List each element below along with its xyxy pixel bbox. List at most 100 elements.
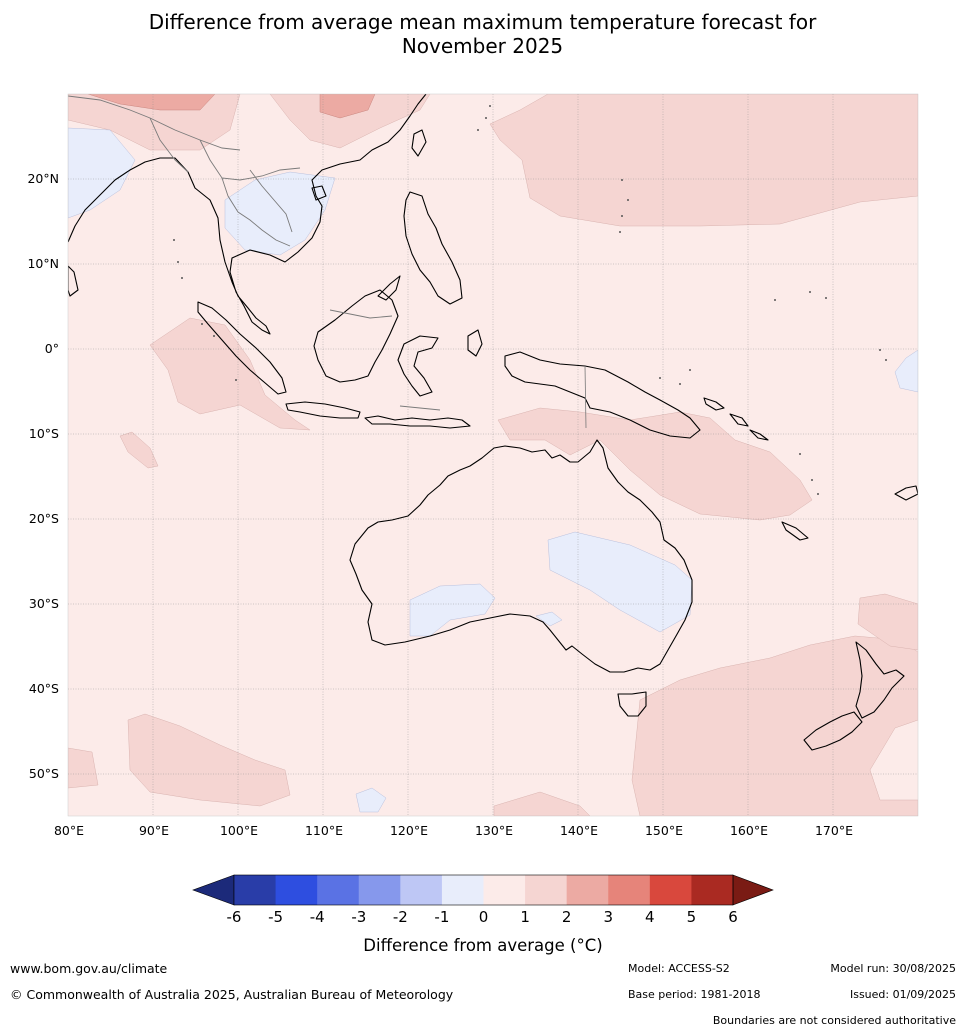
country-borders	[68, 95, 441, 411]
lat-label: 30°S	[29, 596, 59, 611]
lon-label: 120°E	[390, 823, 428, 838]
colorbar-tick: 4	[645, 908, 655, 926]
anomaly-region-bight-cool	[535, 611, 563, 627]
solomon-islands-coastline	[703, 397, 769, 441]
anomaly-region-pacific-cool	[894, 349, 918, 393]
colorbar-swatch	[566, 875, 609, 905]
website-text: www.bom.gov.au/climate	[10, 961, 168, 976]
anomaly-region-arafura-coral	[497, 407, 813, 521]
colorbar-tick: -4	[310, 908, 325, 926]
anomaly-region-himalaya-strong	[87, 94, 216, 111]
fiji-coastline	[894, 485, 918, 501]
png-border	[584, 365, 587, 429]
sri-lanka-coastline	[68, 265, 79, 297]
sumatra-coastline	[197, 301, 287, 395]
colorbar-swatch	[483, 875, 526, 905]
anomaly-region-east-australia-cool	[547, 531, 693, 633]
colorbar-tick: -2	[393, 908, 408, 926]
colorbar-frame	[233, 874, 734, 906]
hainan-coastline	[311, 185, 327, 201]
lon-label: 160°E	[730, 823, 768, 838]
anomaly-region-southwest-australia-cool	[409, 583, 496, 637]
anomaly-region-tasman	[631, 635, 918, 816]
coastlines	[68, 94, 918, 751]
lon-label: 150°E	[645, 823, 683, 838]
anomaly-region-far-west	[68, 747, 99, 789]
map-title: Difference from average mean maximum tem…	[0, 10, 965, 58]
sulawesi-coastline	[397, 335, 439, 397]
tasmania-coastline	[617, 691, 647, 717]
copyright-text: © Commonwealth of Australia 2025, Austra…	[10, 987, 454, 1002]
colorbar-swatch	[275, 875, 318, 905]
lon-label: 130°E	[475, 823, 513, 838]
colorbar-tick: 6	[728, 908, 738, 926]
anomaly-region-east-china-strong	[319, 94, 376, 119]
anomaly-region-southern-cool	[355, 787, 387, 813]
lon-label: 80°E	[54, 823, 84, 838]
colorbar-swatch	[649, 875, 692, 905]
model-run-text: Model run: 30/08/2025	[830, 962, 956, 975]
philippines-coastline	[403, 191, 463, 305]
borneo-coastline	[313, 289, 399, 383]
lat-label: 10°N	[27, 256, 59, 271]
anomaly-shading	[68, 94, 918, 816]
disclaimer-text: Boundaries are not considered authoritat…	[712, 1014, 956, 1027]
lon-label: 170°E	[815, 823, 853, 838]
colorbar-tick: 0	[479, 908, 489, 926]
colorbar-swatch	[317, 875, 360, 905]
lon-label: 140°E	[560, 823, 598, 838]
java-coastline	[285, 401, 361, 419]
lesser-sunda-coastline	[364, 415, 471, 429]
new-guinea-coastline	[504, 351, 701, 439]
anomaly-region-indochina-cool	[224, 171, 336, 256]
new-zealand-north-island-coastline	[855, 641, 905, 719]
new-caledonia-coastline	[781, 521, 809, 541]
colorbar-swatch	[441, 875, 484, 905]
colorbar-under-triangle	[192, 874, 235, 906]
colorbar-tick: 1	[520, 908, 530, 926]
lat-label: 10°S	[29, 426, 59, 441]
map-frame	[67, 93, 919, 817]
anomaly-region-north-pacific	[489, 94, 918, 227]
colorbar-swatch	[691, 875, 734, 905]
colorbar-tick: -1	[434, 908, 449, 926]
title-line-1: Difference from average mean maximum tem…	[148, 10, 817, 34]
anomaly-region-southern-ocean-west	[127, 713, 291, 807]
halmahera-coastline	[467, 329, 483, 357]
anomaly-region-southern-ocean-mid	[493, 791, 591, 816]
lat-label: 50°S	[29, 766, 59, 781]
palawan-coastline	[377, 275, 401, 301]
colorbar-tick: 2	[562, 908, 572, 926]
latitude-labels: 20°N 10°N 0° 10°S 20°S 30°S 40°S 50°S	[27, 171, 59, 781]
colorbar-over-triangle	[732, 874, 774, 906]
lat-label: 40°S	[29, 681, 59, 696]
colorbar-tick: 5	[687, 908, 697, 926]
gridlines	[68, 94, 918, 816]
colorbar-swatch	[234, 875, 277, 905]
colorbar-tick: 3	[604, 908, 614, 926]
small-islands	[173, 105, 887, 495]
colorbar-tick: -5	[268, 908, 283, 926]
australia-coastline	[349, 439, 693, 673]
colorbar-tick: -6	[227, 908, 242, 926]
lon-label: 100°E	[220, 823, 258, 838]
colorbar-swatch	[608, 875, 651, 905]
asia-mainland-coastline	[68, 94, 427, 335]
lat-label: 20°S	[29, 511, 59, 526]
colorbar-swatch	[400, 875, 443, 905]
longitude-labels: 80°E 90°E 100°E 110°E 120°E 130°E 140°E …	[54, 823, 853, 838]
anomaly-region-east-china	[269, 94, 431, 149]
lat-label: 20°N	[27, 171, 59, 186]
taiwan-coastline	[411, 129, 427, 157]
lon-label: 90°E	[139, 823, 169, 838]
lat-label: 0°	[45, 341, 59, 356]
model-text: Model: ACCESS-S2	[628, 962, 730, 975]
base-period-text: Base period: 1981-2018	[628, 988, 761, 1001]
colorbar-label: Difference from average (°C)	[363, 936, 602, 955]
anomaly-region-indian-ocean	[149, 317, 311, 431]
colorbar: -6 -5 -4 -3 -2 -1 0 1 2 3 4 5 6 Differen…	[192, 874, 774, 955]
new-zealand-south-island-coastline	[803, 711, 863, 751]
anomaly-region-india-cool	[68, 127, 136, 219]
title-line-2: November 2025	[401, 34, 564, 58]
